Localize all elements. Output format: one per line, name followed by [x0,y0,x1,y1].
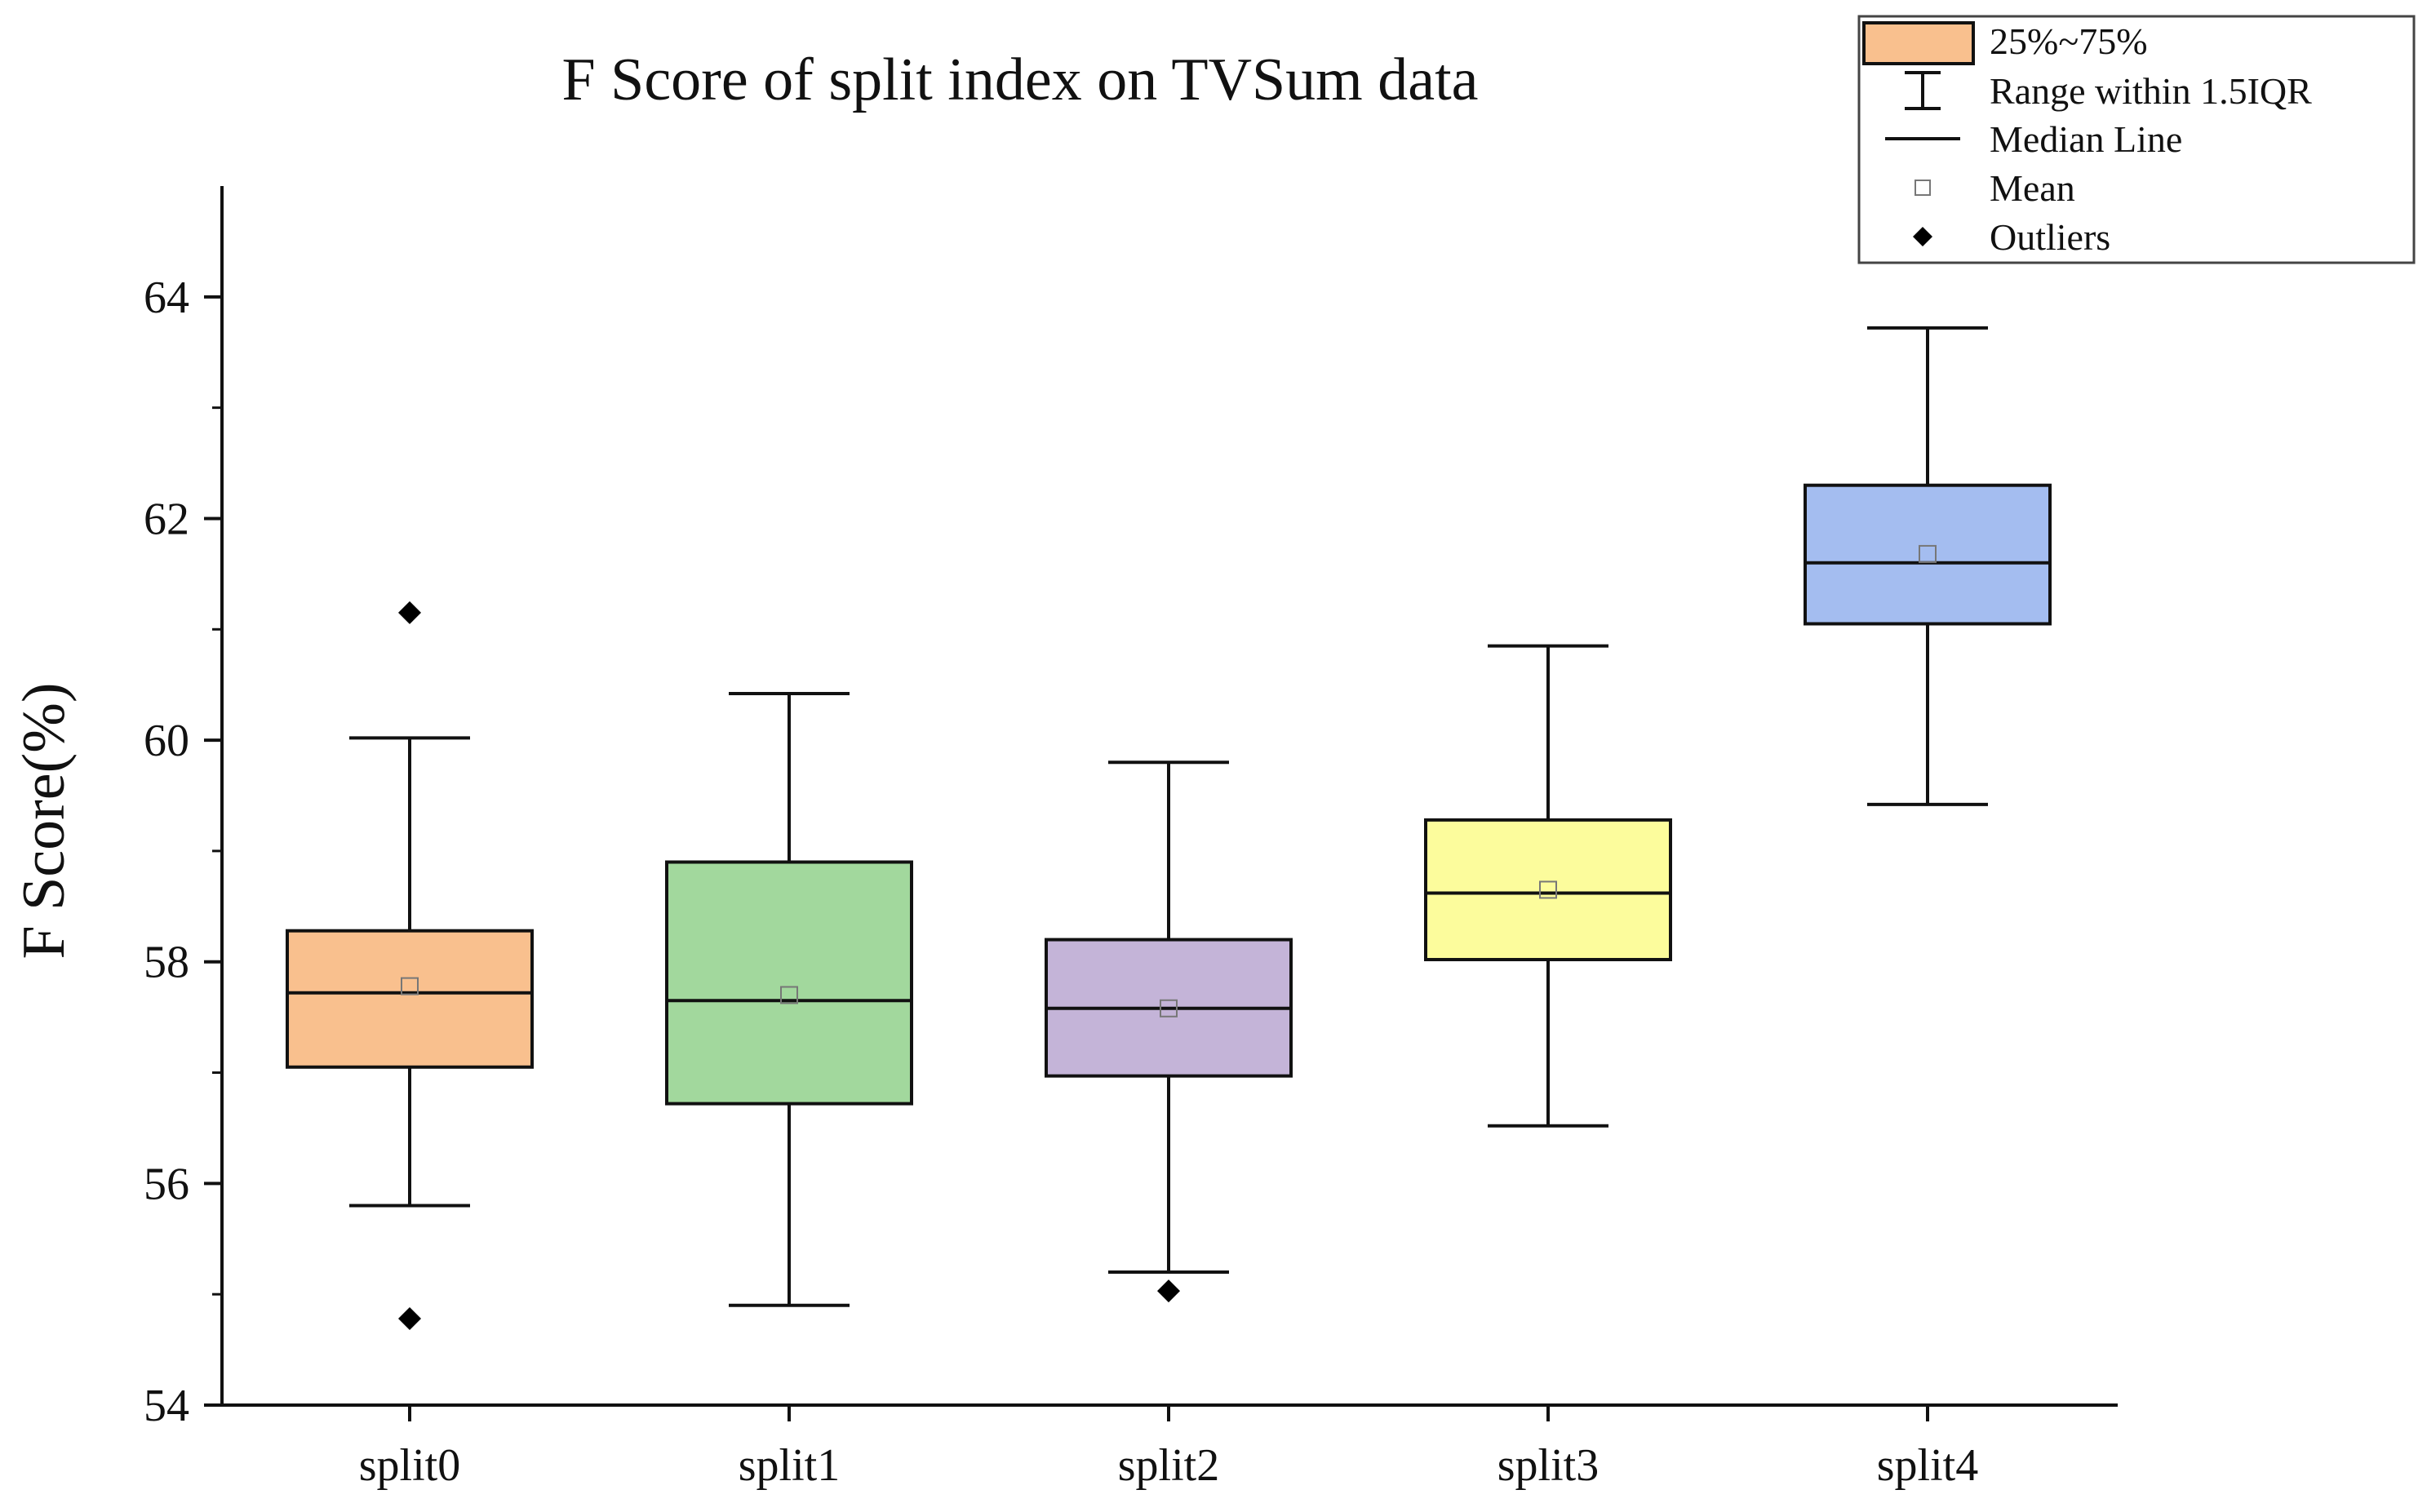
outlier-point [1157,1279,1180,1303]
x-tick-label: split3 [1497,1440,1599,1491]
y-tick-label: 58 [144,938,189,988]
mean-marker [1539,880,1557,899]
iqr-box [1424,818,1672,962]
x-tick-label: split2 [1118,1440,1219,1491]
mean-marker [1160,999,1178,1018]
x-tick-label: split0 [359,1440,460,1491]
legend-outlier-icon [1913,227,1932,246]
legend-label: Mean [1990,167,2075,209]
chart-title: F Score of split index on TVSum data [562,47,1479,113]
outlier-point [398,601,421,624]
box-split2 [1045,760,1293,1303]
iqr-box [665,860,913,1106]
legend-label: Outliers [1990,216,2110,258]
legend-label: Median Line [1990,118,2182,160]
box-split3 [1424,644,1672,1128]
y-tick-label: 54 [144,1381,189,1431]
y-axis-title: F Score(%) [11,682,78,959]
legend-iqr-swatch [1862,21,1975,65]
box-split0 [286,601,534,1331]
legend-mean-icon [1915,180,1931,196]
plot-area: 54 56 58 60 62 64 split0 split1 split2 split3 spli… [144,186,2118,1491]
mean-marker [780,986,798,1004]
legend-label: 25%~75% [1990,20,2148,62]
legend-label: Range within 1.5IQR [1990,70,2312,112]
y-tick-label: 62 [144,494,189,544]
iqr-box [1804,483,2052,626]
y-tick-label: 60 [144,716,189,766]
x-tick-label: split4 [1877,1440,1978,1491]
y-tick-label: 56 [144,1159,189,1209]
outlier-point [398,1307,421,1331]
mean-marker [401,977,419,995]
legend: 25%~75% Range within 1.5IQR Median Line Mea… [1857,15,2416,264]
box-split4 [1804,326,2052,806]
mean-marker [1919,544,1937,563]
y-tick-label: 64 [144,273,189,323]
iqr-box [286,929,534,1069]
x-tick-label: split1 [739,1440,840,1491]
box-split1 [665,692,913,1307]
